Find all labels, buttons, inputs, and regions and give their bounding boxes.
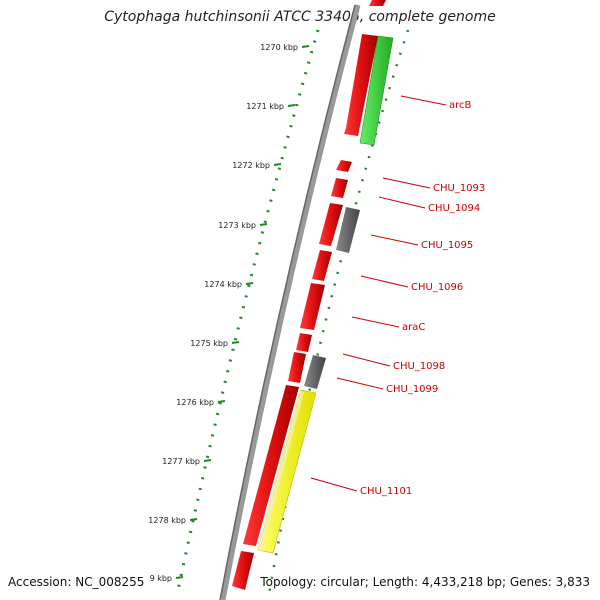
tick-label: 1272 kbp — [232, 161, 270, 170]
leader-line — [342, 353, 391, 367]
feature-CHU_1101-inner — [257, 391, 304, 551]
gene-label: CHU_1096 — [411, 282, 463, 293]
tick-marks: 1270 kbp 1271 kbp 1272 kbp 1273 kbp 1274 kbp… — [148, 43, 310, 583]
tick-label: 1275 kbp — [190, 339, 228, 348]
leader-line — [378, 196, 426, 209]
tick-mark — [245, 282, 254, 285]
tick-mark — [217, 400, 226, 403]
accession-text: Accession: NC_008255 — [8, 575, 145, 589]
tick-label: 1273 kbp — [218, 221, 256, 230]
tick-label: 1270 kbp — [260, 43, 298, 52]
feature-CHU_1099 — [304, 355, 326, 389]
leader-line — [310, 477, 358, 492]
map-title: Cytophaga hutchinsonii ATCC 33406, compl… — [104, 9, 496, 25]
tick-mark — [231, 341, 240, 344]
tick-label: 1271 kbp — [246, 102, 284, 111]
gene-label: araC — [402, 322, 425, 333]
rna-feature-arcB — [359, 35, 394, 146]
tick-ring — [176, 29, 320, 591]
gene-track-forward — [232, 0, 386, 590]
tick-mark — [203, 459, 212, 462]
genome-backbone — [220, 4, 361, 600]
leader-line — [382, 177, 431, 189]
tick-label: 9 kbp — [150, 574, 172, 583]
gene-arrow — [300, 283, 325, 330]
tick-mark — [175, 576, 184, 579]
gene-track-other — [257, 35, 394, 554]
gene-label: CHU_1098 — [393, 361, 445, 372]
feature-CHU_1095 — [336, 207, 360, 253]
leader-line — [360, 275, 409, 288]
gene-label: CHU_1099 — [386, 384, 438, 395]
tick-label: 1278 kbp — [148, 516, 186, 525]
gene-arrow — [369, 0, 386, 6]
tick-mark — [259, 223, 268, 226]
leader-line — [336, 377, 384, 390]
genome-backbone-edge — [219, 4, 356, 600]
gene-label: CHU_1093 — [433, 183, 485, 194]
tick-mark — [189, 518, 198, 521]
leader-line — [370, 234, 419, 246]
gene-labels: arcB CHU_1093 CHU_1094 CHU_1095 CHU_1096 araC… — [310, 95, 485, 497]
gene-arrow — [336, 160, 352, 172]
tick-label: 1274 kbp — [204, 280, 242, 289]
tick-label: 1277 kbp — [162, 457, 200, 466]
leader-line — [400, 95, 447, 106]
gene-label: CHU_1094 — [428, 203, 480, 214]
gene-label: CHU_1095 — [421, 240, 473, 251]
inner-ring — [266, 29, 410, 600]
gene-label: arcB — [449, 100, 472, 111]
gene-arrow — [331, 178, 348, 198]
gene-arrow — [319, 203, 343, 246]
gene-arrow — [296, 333, 312, 352]
leader-line — [351, 316, 400, 328]
gene-arrow — [288, 352, 306, 383]
tick-label: 1276 kbp — [176, 398, 214, 407]
tick-mark — [287, 104, 296, 107]
genome-summary-text: Topology: circular; Length: 4,433,218 bp… — [260, 575, 590, 589]
gene-arrow — [312, 250, 332, 281]
gene-arrow — [344, 34, 378, 136]
gene-arrow — [232, 551, 254, 590]
gene-arrow — [243, 385, 299, 546]
tick-mark — [273, 163, 282, 166]
gene-label: CHU_1101 — [360, 486, 412, 497]
tick-mark — [301, 45, 310, 48]
